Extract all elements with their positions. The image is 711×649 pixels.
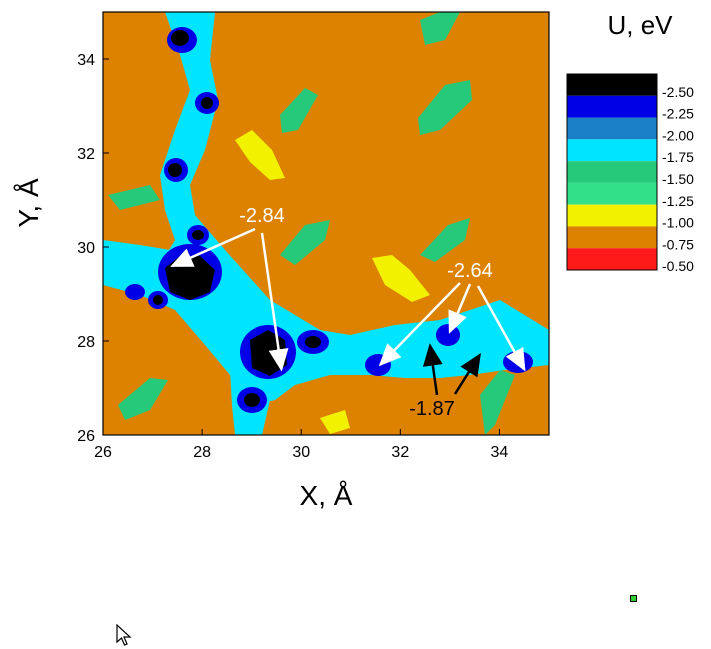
black-minimum-4: [165, 256, 215, 300]
y-axis: 26 28 30 32 34 Y, Å: [13, 52, 109, 445]
x-tick-label: 34: [491, 444, 509, 461]
y-tick-label: 32: [77, 146, 95, 163]
y-tick-label: 34: [77, 52, 95, 69]
colorbar-swatch: [567, 161, 657, 183]
colorbar-level-label: -1.50: [662, 171, 694, 187]
green-flake-5: [118, 378, 168, 420]
annotation-arrow: [170, 227, 256, 267]
colorbar-frame: [566, 73, 658, 271]
black-minimum-6: [244, 393, 260, 407]
x-tick-label: 32: [391, 444, 409, 461]
green-flake-6: [108, 185, 160, 210]
colorbar-level-label: -2.50: [662, 84, 694, 100]
x-axis: 26 28 30 32 34 X, Å: [94, 429, 508, 511]
colorbar-swatches: [567, 74, 657, 270]
yellow-patch-1: [235, 130, 285, 180]
colorbar-swatch: [567, 248, 657, 270]
y-tick-marks: [103, 58, 109, 436]
y-tick-labels: 26 28 30 32 34: [77, 52, 95, 445]
mouse-pointer-icon: [116, 624, 132, 646]
green-flake-3: [280, 220, 330, 265]
colorbar-level-label: -0.75: [662, 236, 694, 252]
colorbar-level-label: -2.25: [662, 106, 694, 122]
x-tick-marks: [102, 429, 500, 435]
green-flake-4: [420, 218, 470, 262]
annotation-label: -2.84: [239, 205, 285, 227]
y-tick-label: 30: [77, 240, 95, 257]
green-flake-7: [420, 12, 460, 45]
colorbar-level-label: -0.50: [662, 258, 694, 274]
x-tick-label: 28: [193, 444, 211, 461]
black-minimum-8: [192, 230, 204, 240]
black-minimum-9: [153, 295, 163, 305]
colorbar-swatch: [567, 226, 657, 249]
annotation-arrow: [378, 282, 461, 367]
x-tick-label: 26: [94, 444, 112, 461]
yellow-patch-3: [320, 410, 350, 434]
x-axis-label: X, Å: [300, 480, 353, 511]
y-tick-label: 26: [77, 428, 95, 445]
y-tick-label: 28: [77, 334, 95, 351]
blue-halo-10: [503, 351, 533, 373]
colorbar-level-label: -1.00: [662, 215, 694, 231]
yellow-patch-2: [372, 255, 430, 302]
blue-halo-11: [125, 284, 145, 300]
annotation-arrow: [453, 352, 481, 395]
colorbar-swatch: [567, 117, 657, 140]
annotation-arrow: [448, 283, 472, 334]
colorbar-swatch: [567, 204, 657, 227]
colorbar-swatch: [567, 74, 657, 96]
green-flake-1: [280, 88, 318, 133]
colorbar-swatch: [567, 95, 657, 118]
y-axis-label: Y, Å: [13, 178, 44, 228]
annotation-arrow: [260, 232, 289, 372]
colorbar-title: U, eV: [607, 10, 673, 40]
annotation-arrow: [476, 285, 526, 372]
black-minimum-1: [171, 30, 189, 46]
colorbar-swatch: [567, 182, 657, 205]
green-flake-8: [480, 370, 515, 435]
colorbar-swatch: [567, 139, 657, 162]
green-square-icon: [630, 595, 637, 602]
x-tick-label: 30: [292, 444, 310, 461]
black-minimum-7: [305, 336, 321, 348]
plot-frame: [102, 11, 550, 436]
colorbar-level-label: -2.00: [662, 127, 694, 143]
x-tick-labels: 26 28 30 32 34: [94, 444, 508, 461]
annotation-label: -1.87: [409, 398, 455, 420]
green-flake-2: [418, 80, 472, 135]
annotation-label: -2.64: [447, 260, 493, 282]
colorbar-labels: -2.50 -2.25 -2.00 -1.75 -1.50 -1.25 -1.00 -0.75…: [662, 84, 694, 274]
black-minimum-2: [201, 97, 213, 109]
plot-area: [102, 11, 550, 436]
annotations: -2.84 -2.64 -1.87: [170, 205, 526, 420]
colorbar-level-label: -1.25: [662, 193, 694, 209]
colorbar-level-label: -1.75: [662, 149, 694, 165]
annotation-arrow: [422, 343, 443, 396]
colorbar: U, eV -2.50 -2.25 -2.00 -1.75 -1.50 -1.25 -1.0…: [566, 10, 694, 274]
blue-halo-9: [436, 324, 460, 346]
black-minimum-3: [168, 163, 182, 177]
